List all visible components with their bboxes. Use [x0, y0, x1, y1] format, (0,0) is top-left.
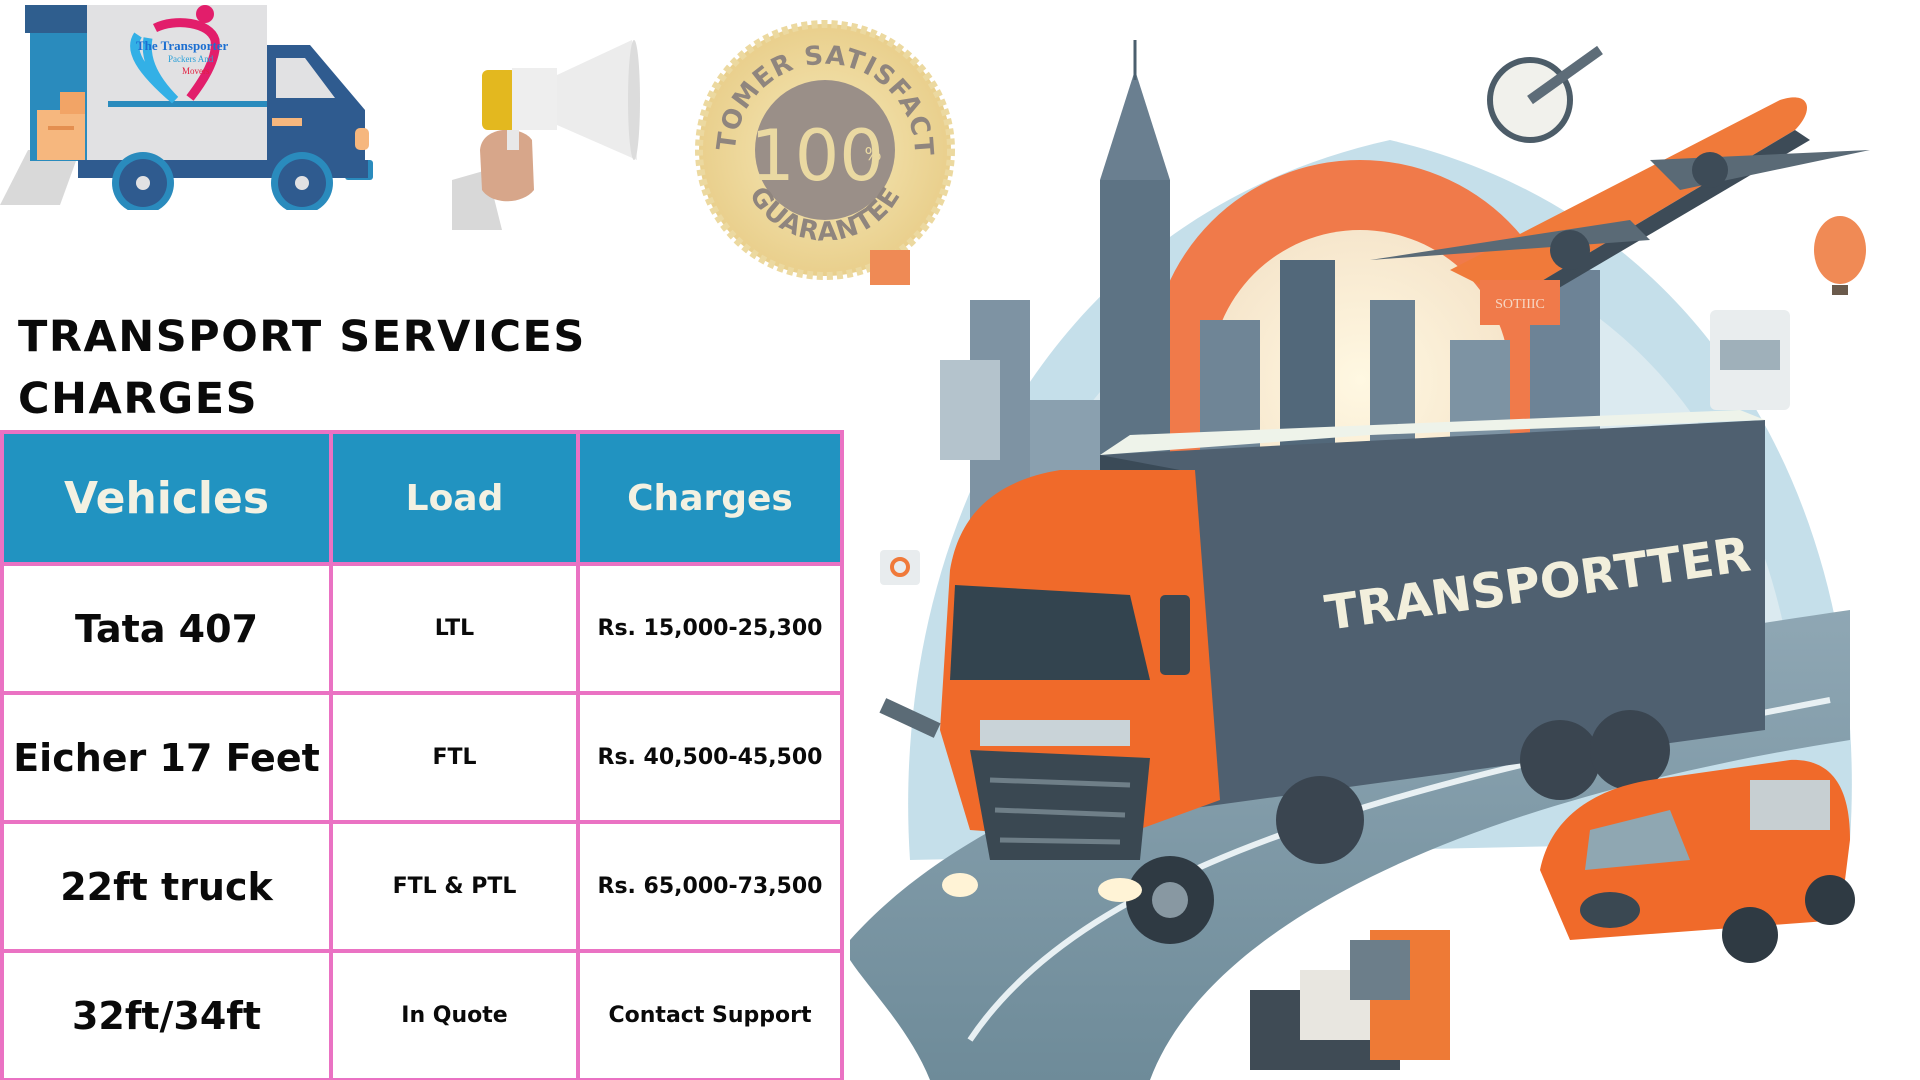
- logo-brand-line2: Packers And: [168, 54, 214, 64]
- seal-value: 100: [750, 115, 884, 197]
- cell-load: LTL: [329, 562, 580, 695]
- hot-air-balloon-icon: [1814, 216, 1866, 284]
- cell-load: FTL: [329, 691, 580, 824]
- sign-text: SOTIIIC: [1495, 297, 1545, 312]
- cell-vehicle: 22ft truck: [0, 820, 333, 953]
- orange-truck-cab: [940, 470, 1220, 944]
- cargo-boxes: [1250, 930, 1450, 1070]
- cell-charges: Contact Support: [576, 949, 844, 1080]
- table-row: Eicher 17 Feet FTL Rs. 40,500-45,500: [0, 691, 844, 824]
- logo-brand-line1: The Transporter: [136, 38, 229, 53]
- megaphone-icon: [452, 40, 640, 230]
- cell-charges: Rs. 15,000-25,300: [576, 562, 844, 695]
- cell-vehicle: Tata 407: [0, 562, 333, 695]
- orange-van: [1540, 759, 1855, 963]
- satisfaction-seal-badge: CUSTOMER SATISFACTION 100 % GUARANTEE: [695, 14, 955, 280]
- header-load: Load: [329, 430, 580, 566]
- logistics-illustration: SOTIIIC TRANSPORTTER: [850, 40, 1870, 1080]
- cell-charges: Rs. 40,500-45,500: [576, 691, 844, 824]
- table-row: 32ft/34ft In Quote Contact Support: [0, 949, 844, 1080]
- cell-charges: Rs. 65,000-73,500: [576, 820, 844, 953]
- table-header-row: Vehicles Load Charges: [0, 430, 844, 566]
- logo-brand-line3: Movers: [182, 66, 210, 76]
- cell-load: FTL & PTL: [329, 820, 580, 953]
- header-charges: Charges: [576, 430, 844, 566]
- cell-vehicle: Eicher 17 Feet: [0, 691, 333, 824]
- cell-vehicle: 32ft/34ft: [0, 949, 333, 1080]
- header-vehicles: Vehicles: [0, 430, 333, 566]
- table-row: 22ft truck FTL & PTL Rs. 65,000-73,500: [0, 820, 844, 953]
- rates-table: Vehicles Load Charges Tata 407 LTL Rs. 1…: [0, 430, 844, 1080]
- orange-sign: [1480, 280, 1560, 325]
- title-line-1: TRANSPORT SERVICES CHARGES: [18, 312, 586, 424]
- cell-load: In Quote: [329, 949, 580, 1080]
- airplane-icon: [1370, 97, 1870, 305]
- table-row: Tata 407 LTL Rs. 15,000-25,300: [0, 562, 844, 695]
- logo-truck-graphic: The Transporter Packers And Movers: [0, 5, 373, 210]
- seal-unit: %: [864, 144, 881, 165]
